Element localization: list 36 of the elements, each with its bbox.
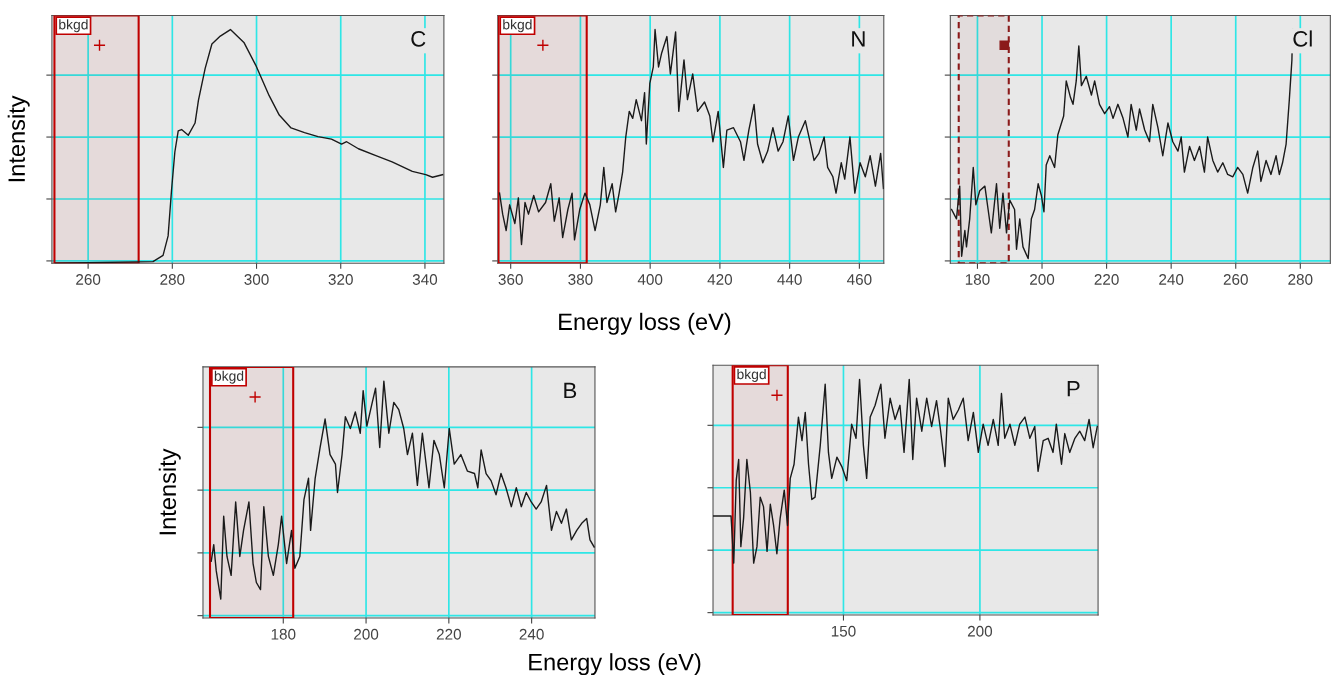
band-label: bkgd bbox=[59, 19, 88, 33]
x-tick-label: 460 bbox=[846, 274, 872, 285]
band-label: bkgd bbox=[737, 368, 766, 382]
x-tick-label: 180 bbox=[965, 274, 990, 285]
x-tick-label: 200 bbox=[1030, 274, 1055, 285]
x-tick-label: 420 bbox=[707, 274, 733, 285]
x-axis-title: Energy loss (eV) bbox=[559, 312, 731, 335]
y-axis-title: Intensity bbox=[158, 448, 181, 535]
x-tick-label: 260 bbox=[1223, 274, 1248, 285]
y-axis-title: Intensity bbox=[7, 95, 30, 182]
x-tick-label: 380 bbox=[568, 274, 593, 285]
x-tick-label: 440 bbox=[777, 274, 802, 285]
annotation: P bbox=[1067, 381, 1080, 397]
x-tick-label: 400 bbox=[637, 274, 663, 285]
x-axis-title: Energy loss (eV) bbox=[529, 653, 701, 675]
x-tick-label: 360 bbox=[498, 274, 523, 285]
x-tick-label: 240 bbox=[1159, 274, 1184, 285]
annotation: B bbox=[564, 382, 577, 399]
x-tick-label: 300 bbox=[244, 274, 269, 285]
x-tick-label: 200 bbox=[967, 625, 993, 637]
x-tick-label: 220 bbox=[1094, 274, 1119, 285]
annotation: N bbox=[852, 31, 865, 47]
x-tick-label: 340 bbox=[412, 274, 438, 285]
annotation: C bbox=[411, 30, 426, 47]
x-tick-label: 280 bbox=[160, 274, 185, 285]
annotation: Cl bbox=[1293, 30, 1312, 47]
x-tick-label: 200 bbox=[354, 628, 379, 640]
x-tick-label: 150 bbox=[831, 625, 856, 637]
x-tick-label: 220 bbox=[436, 628, 461, 640]
x-tick-label: 280 bbox=[1288, 274, 1313, 285]
x-tick-label: 240 bbox=[519, 628, 544, 640]
x-tick-label: 320 bbox=[328, 274, 353, 285]
band-label: bkgd bbox=[503, 19, 532, 33]
x-tick-label: 180 bbox=[271, 628, 296, 640]
band-label: bkgd bbox=[214, 370, 244, 384]
x-tick-label: 260 bbox=[76, 274, 101, 285]
